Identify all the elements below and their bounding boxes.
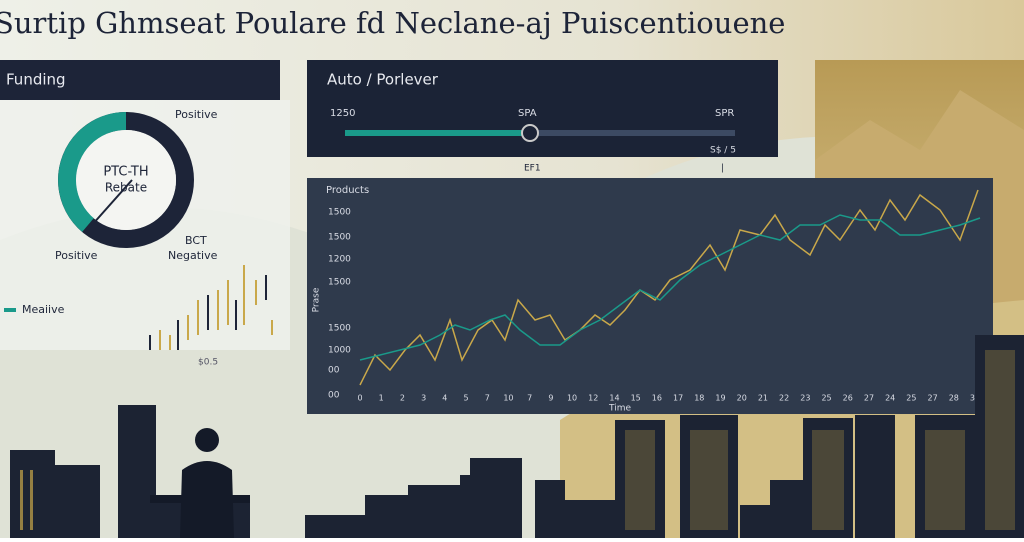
x-tick-label: 14 [609, 394, 619, 403]
donut-segment [58, 112, 127, 232]
x-tick-label: 25 [906, 394, 916, 403]
y-tick-label: 00 [328, 366, 340, 376]
label: SPR [715, 108, 734, 119]
mini-bars [149, 265, 273, 350]
x-tick-label: 27 [927, 394, 937, 403]
x-tick-label: 7 [527, 394, 532, 403]
x-tick-label: 17 [673, 394, 683, 403]
donut-center [76, 130, 176, 230]
x-tick-label: 23 [800, 394, 810, 403]
x-tick-label: 7 [485, 394, 490, 403]
slider-track [345, 130, 735, 136]
x-tick-label: 28 [949, 394, 959, 403]
series-line [359, 214, 981, 361]
y-tick-label: 1500 [328, 208, 351, 218]
title: Surtip Ghmseat Poulare fd Neclane-aj Pui… [0, 6, 785, 40]
y-tick-label: 1200 [328, 255, 351, 265]
x-tick-label: 10 [503, 394, 513, 403]
funding-header-text: Funding [6, 71, 66, 89]
x-tick-label: 22 [779, 394, 789, 403]
x-tick-label: 21 [758, 394, 768, 403]
funding-header [0, 60, 280, 100]
x-tick-label: 10 [567, 394, 577, 403]
label: | [721, 164, 724, 174]
y-axis-label: Prase [312, 287, 322, 312]
y-tick-label: 1500 [328, 324, 351, 334]
slider-header: Auto / Porlever [327, 71, 439, 89]
slider-fill [345, 130, 530, 136]
y-tick-label: 1000 [328, 346, 351, 356]
label: BCT [185, 234, 207, 247]
y-tick-label: 1500 [328, 278, 351, 288]
label: 1250 [330, 108, 355, 119]
x-tick-label: 18 [694, 394, 704, 403]
skyline [10, 335, 1024, 538]
needle [91, 179, 133, 226]
legend-swatch [4, 308, 16, 312]
x-tick-label: 24 [885, 394, 895, 403]
x-tick-label: 0 [357, 394, 362, 403]
label: SPA [518, 108, 537, 119]
x-tick-label: 9 [548, 394, 553, 403]
x-tick-label: 5 [463, 394, 468, 403]
x-tick-label: 15 [631, 394, 641, 403]
windows [20, 350, 1015, 530]
label: S$ / 5 [710, 146, 736, 156]
x-tick-label: 4 [442, 394, 447, 403]
x-tick-label: 2 [400, 394, 405, 403]
x-tick-label: 20 [737, 394, 747, 403]
x-tick-label: 12 [588, 394, 598, 403]
label: Positive [175, 108, 218, 121]
x-tick-label: 27 [864, 394, 874, 403]
label: Positive [55, 249, 98, 262]
label: $0.5 [198, 358, 218, 368]
label: Rebate [105, 181, 147, 195]
person [150, 428, 250, 538]
slider-knob[interactable] [521, 124, 539, 142]
legend-text: Meaiive [22, 303, 65, 316]
label: PTC-TH [103, 165, 148, 180]
x-tick-label: 19 [715, 394, 725, 403]
label: EF1 [524, 164, 541, 174]
y-tick-label: 1500 [328, 233, 351, 243]
x-tick-label: 16 [652, 394, 662, 403]
x-axis-label: Time [608, 404, 631, 414]
x-tick-label: 26 [843, 394, 853, 403]
chart-title: Products [326, 185, 369, 196]
x-tick-label: 25 [821, 394, 831, 403]
label: Negative [168, 249, 218, 262]
x-tick-label: 3 [421, 394, 426, 403]
y-tick-label: 00 [328, 391, 340, 401]
x-tick-label: 1 [379, 394, 384, 403]
slider-panel [307, 60, 778, 157]
